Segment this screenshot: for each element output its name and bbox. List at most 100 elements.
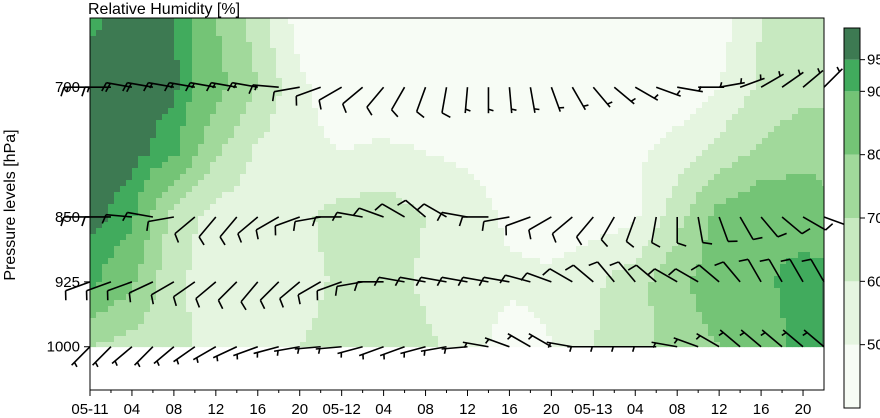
humidity-cell [678,246,685,253]
humidity-cell [108,198,115,205]
humidity-cell [180,108,187,115]
humidity-cell [222,144,229,151]
humidity-cell [594,174,601,181]
humidity-cell [492,108,499,115]
humidity-cell [276,108,283,115]
humidity-cell [276,54,283,61]
humidity-cell [108,150,115,157]
humidity-cell [228,120,235,127]
humidity-cell [540,234,547,241]
humidity-cell [648,84,655,91]
humidity-cell [372,150,379,157]
humidity-cell [696,60,703,67]
humidity-cell [204,246,211,253]
humidity-cell [582,210,589,217]
humidity-cell [252,66,259,73]
humidity-cell [618,228,625,235]
humidity-cell [756,72,763,79]
humidity-cell [276,36,283,43]
humidity-cell [684,102,691,109]
humidity-cell [108,72,115,79]
humidity-cell [588,114,595,121]
humidity-cell [648,186,655,193]
humidity-cell [636,222,643,229]
humidity-cell [468,198,475,205]
humidity-cell [792,240,799,247]
humidity-cell [204,144,211,151]
humidity-cell [186,252,193,259]
humidity-cell [246,132,253,139]
humidity-cell [390,78,397,85]
humidity-cell [150,168,157,175]
humidity-cell [810,24,817,31]
humidity-cell [594,84,601,91]
humidity-cell [564,198,571,205]
humidity-cell [510,174,517,181]
humidity-cell [258,216,265,223]
humidity-cell [522,96,529,103]
humidity-cell [216,72,223,79]
humidity-cell [294,96,301,103]
humidity-cell [822,150,825,157]
humidity-cell [354,72,361,79]
humidity-cell [720,114,727,121]
humidity-cell [660,72,667,79]
humidity-cell [270,120,277,127]
humidity-cell [684,30,691,37]
humidity-cell [786,204,793,211]
humidity-cell [444,222,451,229]
humidity-cell [786,126,793,133]
humidity-cell [630,210,637,217]
humidity-cell [558,156,565,163]
humidity-cell [528,222,535,229]
humidity-cell [534,126,541,133]
humidity-cell [702,132,709,139]
humidity-cell [666,228,673,235]
humidity-cell [438,150,445,157]
humidity-cell [378,144,385,151]
humidity-cell [582,60,589,67]
humidity-cell [234,186,241,193]
humidity-cell [222,66,229,73]
humidity-cell [360,144,367,151]
humidity-cell [420,120,427,127]
humidity-cell [726,132,733,139]
humidity-cell [624,24,631,31]
humidity-cell [240,66,247,73]
humidity-cell [822,138,825,145]
humidity-cell [432,198,439,205]
humidity-cell [348,210,355,217]
humidity-cell [546,54,553,61]
humidity-cell [552,114,559,121]
humidity-cell [534,24,541,31]
humidity-cell [378,228,385,235]
humidity-cell [702,138,709,145]
humidity-cell [492,204,499,211]
humidity-cell [306,192,313,199]
humidity-cell [90,42,97,49]
humidity-cell [558,30,565,37]
humidity-cell [702,198,709,205]
humidity-cell [762,54,769,61]
humidity-cell [216,60,223,67]
humidity-cell [726,174,733,181]
humidity-cell [150,18,157,25]
humidity-cell [696,114,703,121]
humidity-cell [750,42,757,49]
humidity-cell [408,108,415,115]
humidity-cell [102,36,109,43]
humidity-cell [666,204,673,211]
humidity-cell [582,144,589,151]
humidity-cell [108,30,115,37]
humidity-cell [678,102,685,109]
humidity-cell [396,186,403,193]
humidity-cell [96,240,103,247]
humidity-cell [174,36,181,43]
humidity-cell [300,114,307,121]
humidity-cell [714,150,721,157]
humidity-cell [768,126,775,133]
humidity-cell [516,126,523,133]
humidity-cell [282,144,289,151]
humidity-cell [324,90,331,97]
humidity-cell [768,96,775,103]
